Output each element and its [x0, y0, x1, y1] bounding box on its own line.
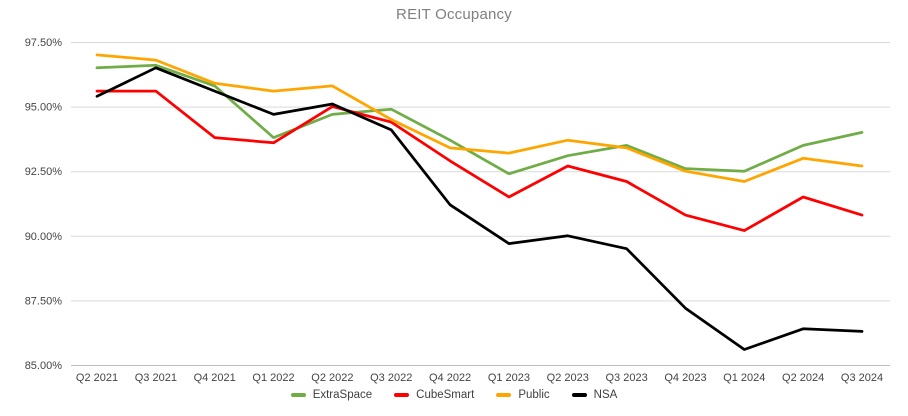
x-tick-label: Q1 2022 — [252, 372, 294, 384]
x-tick-label: Q4 2021 — [194, 372, 236, 384]
legend-label-nsa: NSA — [593, 389, 618, 401]
y-tick-label: 95.00% — [25, 102, 63, 114]
y-tick-label: 90.00% — [25, 231, 63, 243]
series-line-public — [95, 53, 864, 183]
legend-marker-cubesmart — [394, 393, 410, 397]
chart-title: REIT Occupancy — [396, 6, 512, 23]
legend-item-public: Public — [496, 389, 550, 401]
x-tick-label: Q4 2023 — [664, 372, 706, 384]
x-tick-label: Q3 2022 — [370, 372, 412, 384]
legend-item-nsa: NSA — [571, 389, 618, 401]
legend-marker-nsa — [571, 393, 587, 397]
legend-marker-extraspace — [290, 393, 306, 397]
y-tick-label: 92.50% — [25, 166, 63, 178]
y-tick-label: 85.00% — [25, 360, 63, 372]
series-line-cubesmart — [95, 89, 864, 232]
x-tick-label: Q2 2021 — [76, 372, 118, 384]
x-tick-label: Q3 2023 — [606, 372, 648, 384]
legend-marker-public — [496, 393, 512, 397]
x-tick-label: Q2 2024 — [782, 372, 824, 384]
legend-item-cubesmart: CubeSmart — [394, 389, 474, 401]
x-tick-label: Q3 2024 — [841, 372, 883, 384]
legend-item-extraspace: ExtraSpace — [290, 389, 373, 401]
x-tick-label: Q4 2022 — [429, 372, 471, 384]
legend-label-extraspace: ExtraSpace — [312, 389, 373, 401]
y-tick-label: 97.50% — [25, 37, 63, 49]
legend-label-cubesmart: CubeSmart — [416, 389, 475, 401]
chart-legend: ExtraSpace CubeSmart Public NSA — [0, 389, 908, 401]
x-tick-label: Q1 2024 — [723, 372, 765, 384]
series-line-nsa — [95, 66, 864, 351]
x-tick-label: Q3 2021 — [135, 372, 177, 384]
legend-label-public: Public — [518, 389, 550, 401]
x-tick-label: Q2 2022 — [311, 372, 353, 384]
y-tick-label: 87.50% — [25, 295, 63, 307]
x-tick-label: Q1 2023 — [488, 372, 530, 384]
x-tick-label: Q2 2023 — [547, 372, 589, 384]
